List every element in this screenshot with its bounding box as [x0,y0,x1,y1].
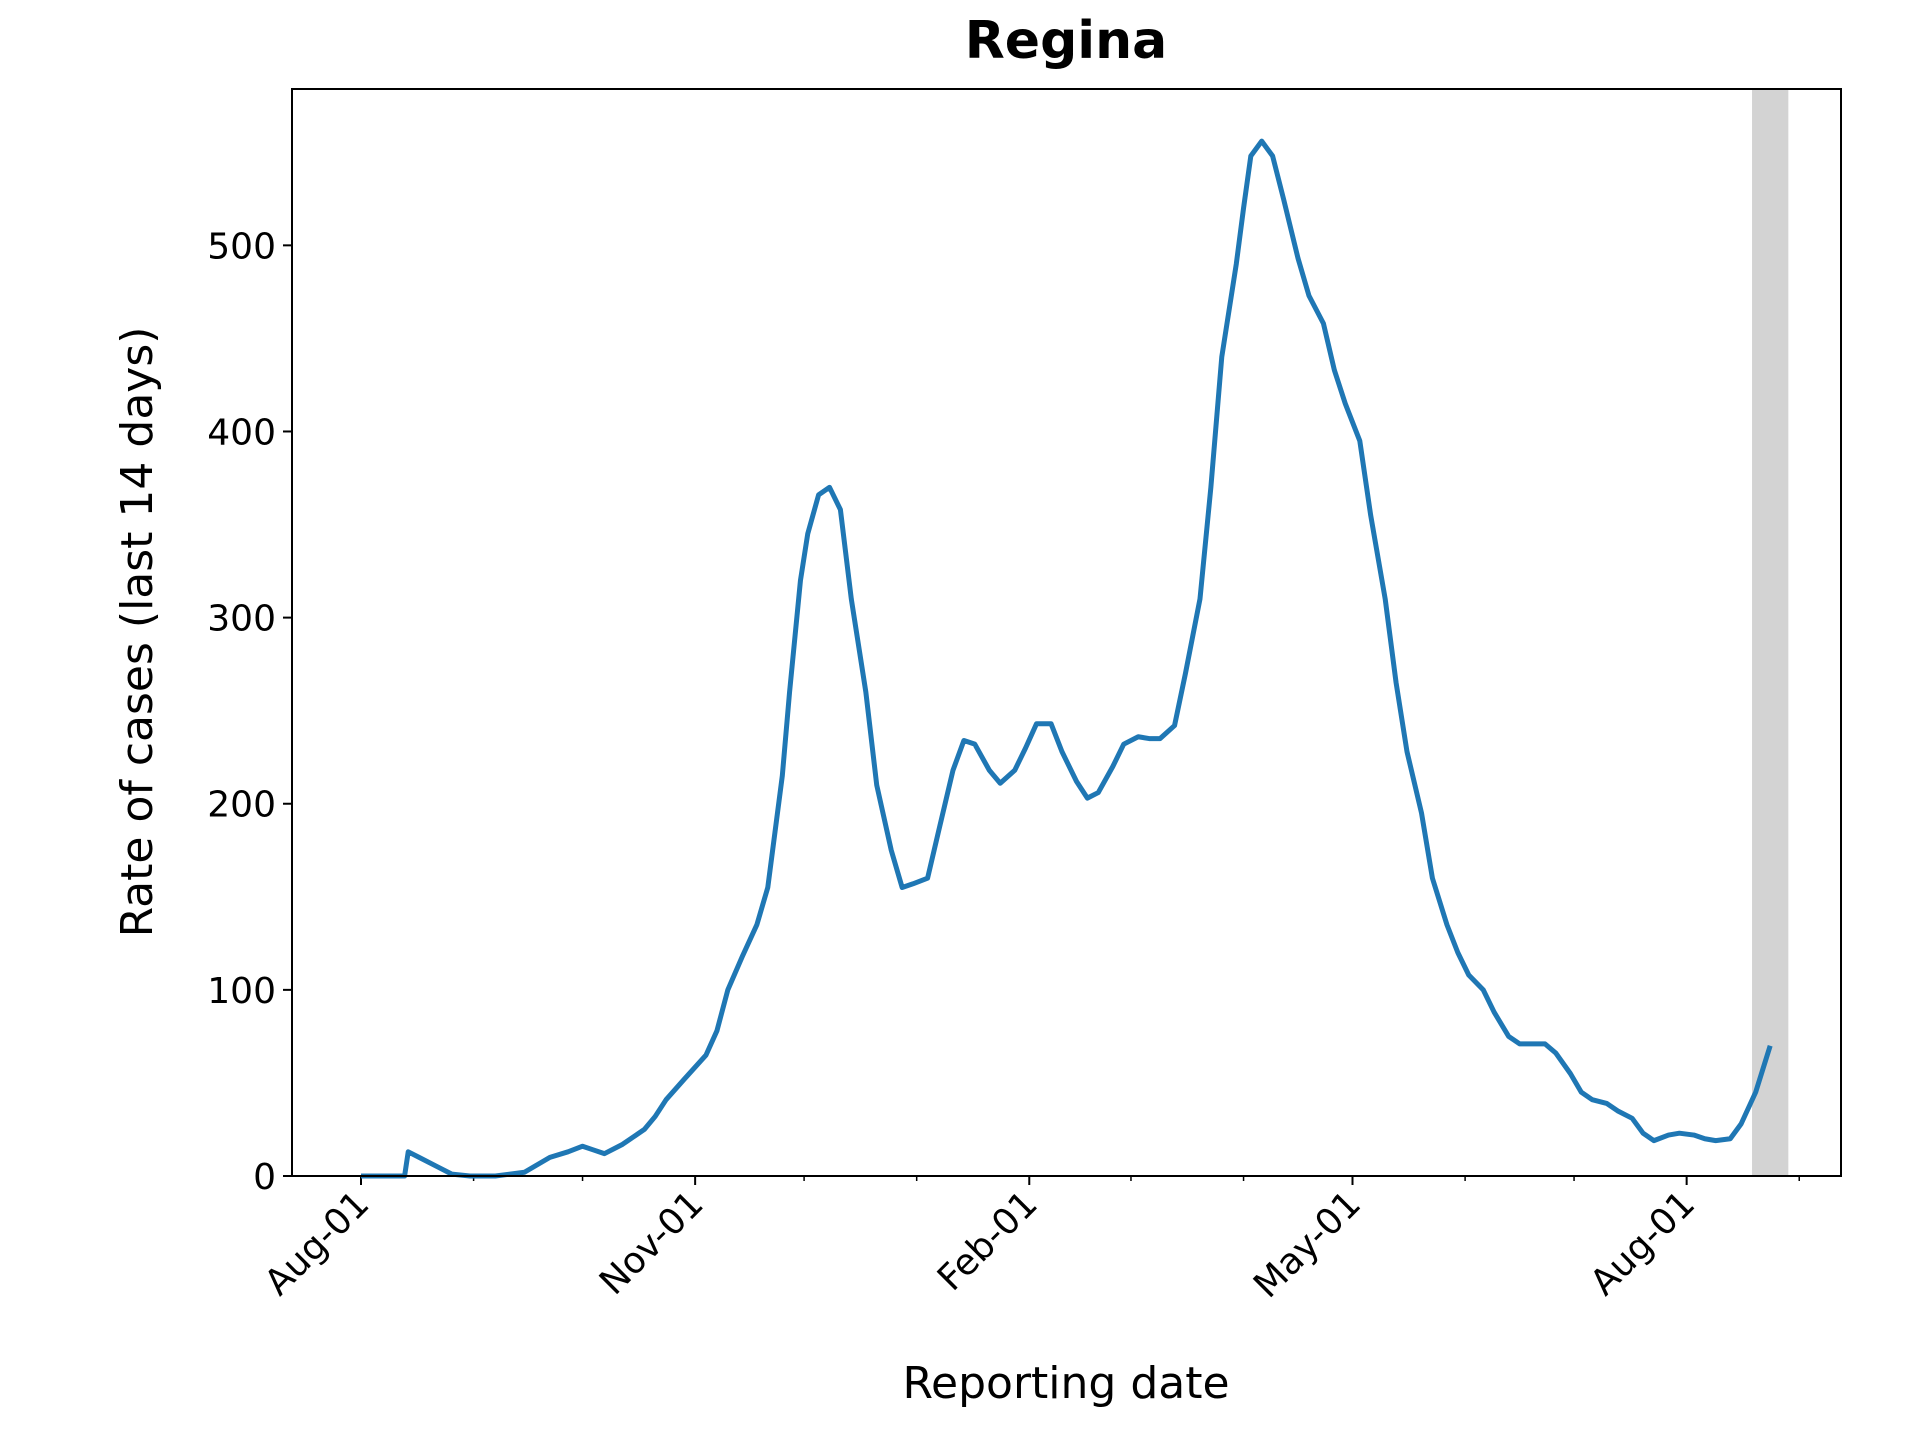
data-line [361,138,1773,1179]
x-tick-label: Feb-01 [930,1183,1046,1299]
x-axis-label: Reporting date [902,1358,1229,1409]
y-tick-label: 100 [207,971,276,1012]
x-tick-label: Aug-01 [257,1183,377,1303]
chart-title: Regina [965,11,1167,71]
y-tick-label: 300 [207,599,276,640]
y-tick-label: 500 [207,226,276,267]
x-tick-label: May-01 [1246,1183,1369,1306]
y-axis-label: Rate of cases (last 14 days) [112,327,163,938]
x-tick-label: Aug-01 [1583,1183,1703,1303]
plot-frame [291,88,1842,1177]
y-tick-label: 200 [207,785,276,826]
y-tick-label: 400 [207,412,276,453]
x-tick-label: Nov-01 [592,1183,712,1303]
y-tick-label: 0 [253,1157,276,1198]
highlight-span [1752,89,1789,1176]
